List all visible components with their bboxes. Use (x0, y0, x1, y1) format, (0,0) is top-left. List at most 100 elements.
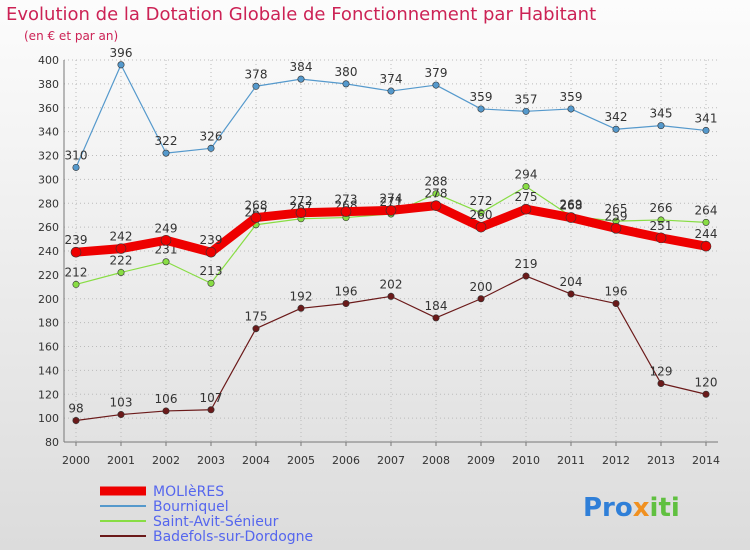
data-label: 107 (200, 391, 223, 405)
data-label: 239 (200, 233, 223, 247)
chart-subtitle: (en € et par an) (24, 29, 118, 43)
data-label: 269 (560, 197, 583, 211)
y-tick-label: 100 (38, 412, 59, 425)
data-point (657, 216, 665, 224)
data-label: 120 (695, 375, 718, 389)
data-point (700, 240, 712, 252)
data-point (342, 300, 350, 308)
data-label: 244 (695, 227, 718, 241)
data-point (207, 406, 215, 414)
data-label: 345 (650, 107, 673, 121)
data-label: 251 (650, 219, 673, 233)
x-tick-label: 2009 (467, 454, 495, 467)
data-point (252, 82, 260, 90)
data-label: 374 (380, 72, 403, 86)
data-point (657, 122, 665, 130)
data-label: 184 (425, 299, 448, 313)
data-label: 202 (380, 277, 403, 291)
grid (64, 59, 718, 443)
data-label: 359 (560, 90, 583, 104)
y-tick-label: 320 (38, 150, 59, 163)
data-point (250, 212, 262, 223)
data-label: 175 (245, 310, 268, 324)
data-label: 98 (68, 402, 83, 416)
data-point (297, 304, 305, 312)
y-tick-label: 140 (38, 364, 59, 377)
data-point (207, 144, 215, 152)
data-label: 322 (155, 134, 178, 148)
data-point (475, 221, 487, 233)
data-label: 200 (470, 280, 493, 294)
x-tick-label: 2000 (62, 454, 90, 467)
data-label: 275 (515, 190, 538, 204)
y-tick-label: 380 (38, 78, 59, 91)
data-label: 268 (560, 199, 583, 213)
data-point (522, 107, 530, 115)
x-tick-label: 2003 (197, 454, 225, 467)
data-point (612, 300, 620, 308)
x-tick-label: 2011 (557, 454, 585, 467)
x-tick-label: 2008 (422, 454, 450, 467)
data-label: 342 (605, 110, 628, 124)
data-point (72, 280, 80, 288)
y-tick-label: 240 (38, 245, 59, 258)
data-point (72, 417, 80, 425)
data-point (115, 243, 127, 254)
legend-label: Bourniquel (153, 499, 229, 515)
data-point (567, 105, 575, 113)
brand-part-2: x (633, 493, 650, 523)
data-point (520, 203, 532, 215)
data-label: 196 (605, 285, 628, 299)
data-label: 272 (290, 194, 313, 208)
x-tick-label: 2007 (377, 454, 405, 467)
data-label: 384 (290, 60, 313, 74)
data-point (117, 268, 125, 276)
data-point (432, 81, 440, 89)
x-tick-label: 2006 (332, 454, 360, 467)
data-label: 273 (335, 193, 358, 207)
data-label: 239 (65, 233, 88, 247)
data-point (117, 61, 125, 69)
data-label: 103 (110, 396, 133, 410)
data-point (610, 223, 622, 234)
data-label: 213 (200, 264, 223, 278)
data-point (522, 272, 530, 280)
y-tick-label: 260 (38, 221, 59, 234)
y-tick-label: 400 (38, 54, 59, 67)
y-tick-label: 160 (38, 341, 59, 354)
data-label: 378 (245, 67, 268, 81)
data-point (387, 292, 395, 300)
y-tick-label: 220 (38, 269, 59, 282)
data-label: 326 (200, 129, 223, 143)
data-label: 260 (470, 208, 493, 222)
data-point (162, 407, 170, 415)
data-point (565, 212, 577, 223)
svg-text:Proxiti: Proxiti (583, 493, 680, 523)
data-point (477, 209, 485, 217)
y-tick-label: 80 (45, 436, 59, 449)
data-point (477, 295, 485, 303)
data-label: 272 (470, 194, 493, 208)
data-label: 357 (515, 92, 538, 106)
x-tick-label: 2010 (512, 454, 540, 467)
data-label: 359 (470, 90, 493, 104)
data-point (432, 190, 440, 198)
x-tick-label: 2012 (602, 454, 630, 467)
brand-part-1: Pro (583, 493, 633, 523)
x-tick-label: 2014 (692, 454, 720, 467)
brand-logo: Proxiti (583, 493, 680, 523)
y-tick-label: 280 (38, 197, 59, 210)
data-label: 266 (650, 201, 673, 215)
data-label: 274 (380, 191, 403, 205)
data-point (612, 125, 620, 133)
data-label: 106 (155, 392, 178, 406)
data-label: 310 (65, 148, 88, 162)
data-label: 242 (110, 230, 133, 244)
data-label: 380 (335, 65, 358, 79)
brand-part-3: iti (650, 493, 680, 523)
data-label: 259 (605, 209, 628, 223)
y-tick-label: 180 (38, 317, 59, 330)
data-point (297, 75, 305, 83)
